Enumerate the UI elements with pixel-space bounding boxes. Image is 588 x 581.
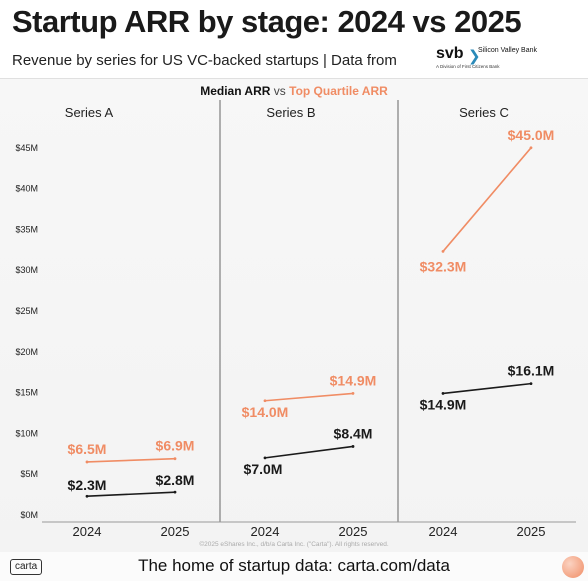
data-point bbox=[529, 146, 533, 150]
x-tick-label: 2025 bbox=[517, 524, 546, 539]
data-point bbox=[85, 494, 89, 498]
footer bbox=[0, 552, 588, 581]
chart-title: Startup ARR by stage: 2024 vs 2025 bbox=[12, 4, 522, 39]
data-label: $6.5M bbox=[68, 441, 107, 457]
series-line-top-quartile bbox=[264, 392, 354, 402]
footer-text[interactable]: The home of startup data: carta.com/data bbox=[138, 556, 450, 575]
y-tick-label: $5M bbox=[20, 469, 38, 479]
data-label: $6.9M bbox=[156, 438, 195, 454]
panel-header-series-c: Series C bbox=[459, 105, 509, 120]
data-label: $14.0M bbox=[242, 404, 289, 420]
data-label: $14.9M bbox=[420, 396, 467, 412]
svb-logo-name: Silicon Valley Bank bbox=[478, 47, 538, 54]
y-tick-label: $15M bbox=[15, 388, 38, 398]
data-label: $16.1M bbox=[508, 363, 555, 379]
legend-top-quartile: Top Quartile ARR bbox=[289, 84, 388, 98]
x-tick-label: 2025 bbox=[161, 524, 190, 539]
chart-legend: Median ARR vs Top Quartile ARR bbox=[0, 84, 588, 98]
svb-logo-mark: svb bbox=[436, 45, 464, 62]
data-point bbox=[173, 457, 177, 461]
data-point bbox=[351, 392, 355, 395]
chart-panel bbox=[0, 78, 588, 553]
carta-corner-icon bbox=[562, 556, 584, 578]
panel-header-series-a: Series A bbox=[65, 105, 114, 120]
x-tick-label: 2025 bbox=[339, 524, 368, 539]
chart-subtitle: Revenue by series for US VC-backed start… bbox=[12, 52, 397, 69]
y-tick-label: $0M bbox=[20, 510, 38, 520]
data-label: $14.9M bbox=[330, 372, 377, 388]
series-line-median bbox=[264, 445, 354, 459]
data-point bbox=[351, 445, 355, 448]
svb-arrow-icon: ❯ bbox=[468, 48, 481, 65]
carta-logo[interactable]: carta bbox=[10, 559, 43, 575]
data-point bbox=[85, 460, 89, 464]
data-point bbox=[529, 382, 533, 386]
data-label: $45.0M bbox=[508, 127, 555, 143]
series-line-top-quartile bbox=[442, 147, 532, 252]
data-point bbox=[441, 392, 445, 395]
data-label: $2.8M bbox=[156, 472, 195, 488]
data-label: $2.3M bbox=[68, 477, 107, 493]
svb-logo-tagline: A Division of First Citizens Bank bbox=[436, 64, 500, 69]
x-tick-label: 2024 bbox=[251, 524, 280, 539]
data-point bbox=[173, 490, 177, 494]
series-line-top-quartile bbox=[86, 457, 176, 463]
y-tick-label: $30M bbox=[15, 265, 38, 275]
y-tick-label: $10M bbox=[15, 428, 38, 438]
y-tick-label: $35M bbox=[15, 224, 38, 234]
data-label: $32.3M bbox=[420, 258, 467, 274]
legend-vs: vs bbox=[273, 84, 286, 98]
series-line-median bbox=[86, 491, 176, 498]
data-point bbox=[263, 456, 267, 460]
y-tick-label: $40M bbox=[15, 184, 38, 194]
series-line-median bbox=[442, 382, 532, 395]
data-label: $8.4M bbox=[334, 425, 373, 441]
y-tick-label: $20M bbox=[15, 347, 38, 357]
data-label: $7.0M bbox=[244, 461, 283, 477]
x-tick-label: 2024 bbox=[73, 524, 102, 539]
x-tick-label: 2024 bbox=[429, 524, 458, 539]
copyright-text: ©2025 eShares Inc., d/b/a Carta Inc. ("C… bbox=[199, 541, 389, 548]
data-point bbox=[441, 250, 445, 253]
panel-header-series-b: Series B bbox=[266, 105, 315, 120]
data-point bbox=[263, 399, 267, 403]
legend-median: Median ARR bbox=[200, 84, 271, 98]
y-tick-label: $45M bbox=[15, 143, 38, 153]
y-tick-label: $25M bbox=[15, 306, 38, 316]
